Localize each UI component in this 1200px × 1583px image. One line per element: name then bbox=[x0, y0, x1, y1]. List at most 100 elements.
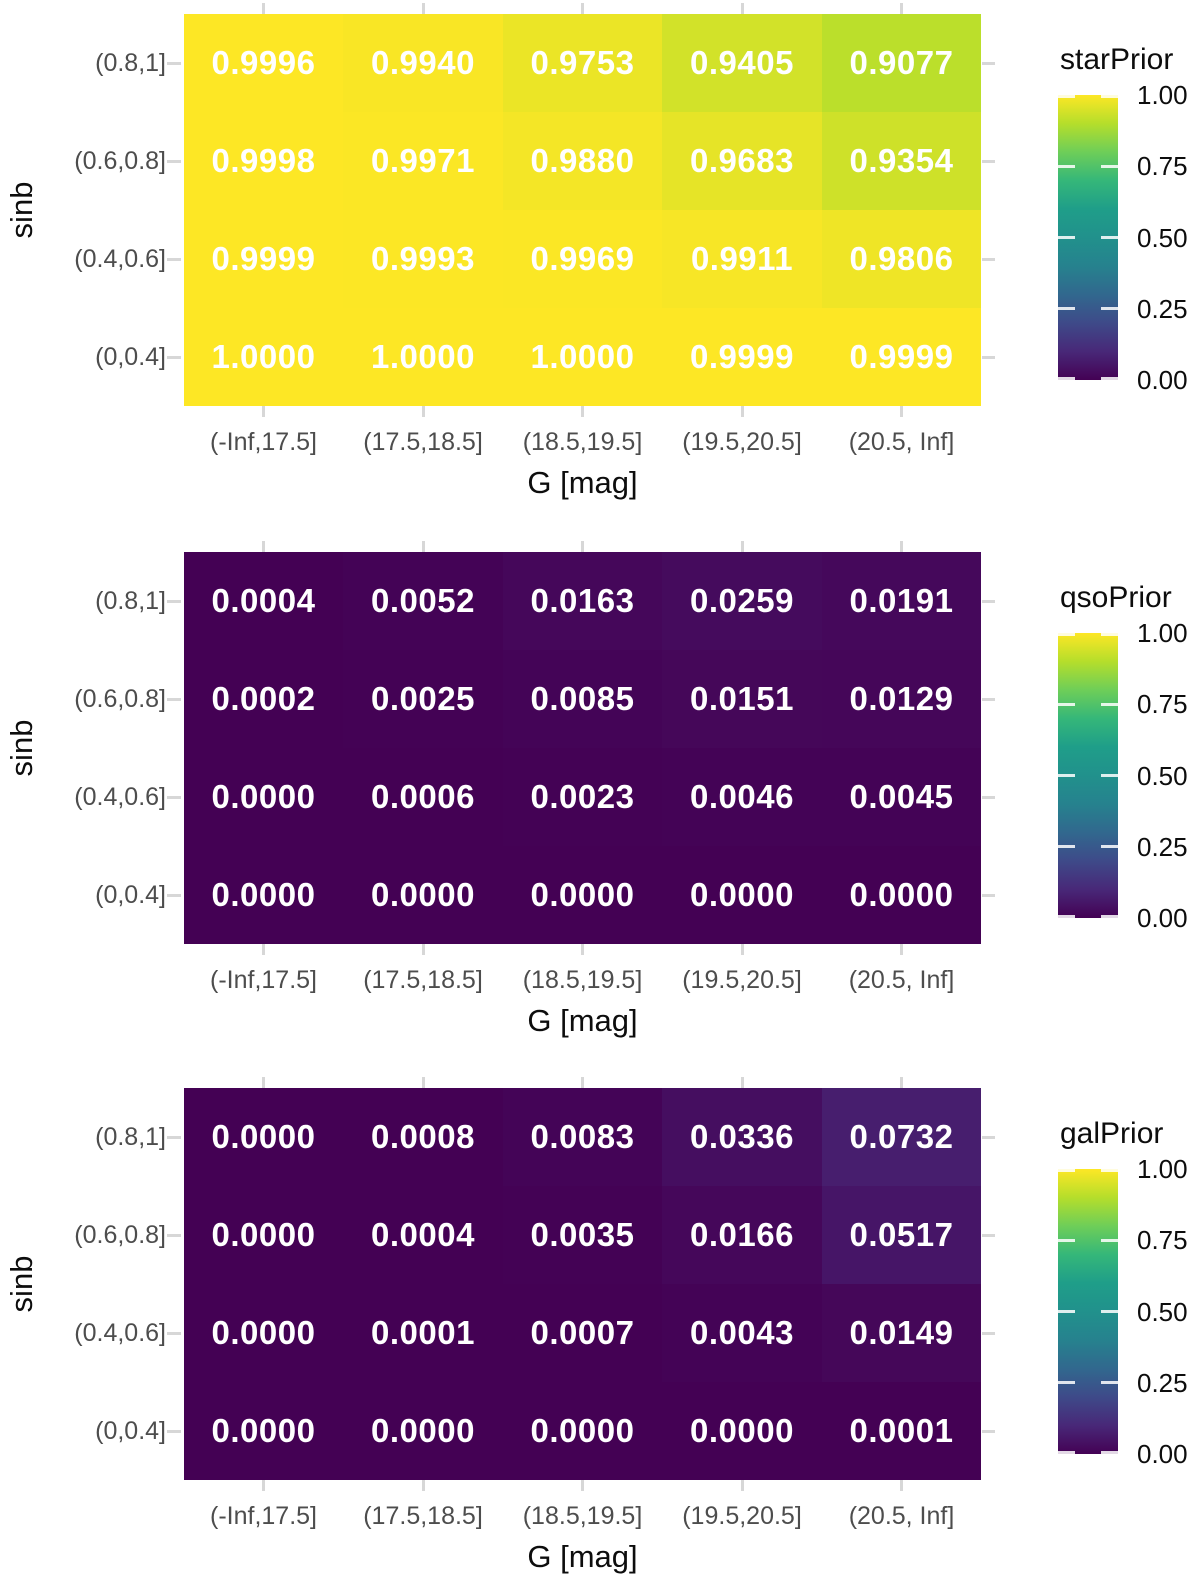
axis-tick-left bbox=[167, 1331, 181, 1335]
cell-value: 0.0517 bbox=[849, 1216, 954, 1253]
axis-tick-right bbox=[982, 795, 995, 799]
axis-tick-right bbox=[982, 355, 995, 359]
cell-value: 0.0046 bbox=[690, 778, 794, 815]
cell-value: 0.0085 bbox=[530, 680, 635, 717]
colorbar-tick bbox=[1101, 915, 1118, 918]
cell-value: 0.0000 bbox=[211, 778, 316, 815]
legend-tick-label: 1.00 bbox=[1137, 80, 1188, 110]
cell-value: 0.0045 bbox=[849, 778, 954, 815]
cell-value: 0.9971 bbox=[371, 142, 475, 179]
y-tick-label: (0.6,0.8] bbox=[74, 147, 166, 175]
cell-value: 0.0732 bbox=[849, 1118, 954, 1155]
legend-tick-label: 0.00 bbox=[1137, 1439, 1188, 1469]
heatmap-cell: 0.0000 bbox=[184, 846, 343, 944]
cell-value: 0.0129 bbox=[849, 680, 954, 717]
cell-value: 0.0023 bbox=[530, 778, 635, 815]
heatmap-cell: 0.0163 bbox=[503, 552, 662, 650]
axis-tick-left bbox=[167, 1135, 181, 1139]
colorbar-gradient bbox=[1058, 95, 1118, 380]
axis-tick-right bbox=[982, 1429, 995, 1433]
axis-tick-right bbox=[982, 257, 995, 261]
axis-tick-top bbox=[421, 541, 425, 552]
cell-value: 0.0000 bbox=[530, 876, 635, 913]
x-tick-label: (17.5,18.5] bbox=[363, 428, 483, 456]
axis-tick-left bbox=[167, 599, 181, 603]
colorbar-tick bbox=[1058, 845, 1075, 849]
x-axis-title: G [mag] bbox=[527, 465, 638, 500]
heatmap-cell: 1.0000 bbox=[184, 308, 343, 406]
heatmap-cell: 0.0000 bbox=[184, 748, 343, 846]
x-tick-label: (17.5,18.5] bbox=[363, 966, 483, 994]
colorbar-tick bbox=[1058, 1381, 1075, 1385]
heatmap-cell: 0.0259 bbox=[662, 552, 822, 650]
cell-value: 1.0000 bbox=[530, 338, 635, 375]
cell-value: 0.9998 bbox=[211, 142, 316, 179]
heatmap-cell: 1.0000 bbox=[343, 308, 503, 406]
cell-value: 0.0000 bbox=[690, 1412, 794, 1449]
cell-value: 0.0000 bbox=[211, 1314, 316, 1351]
heatmap-cell: 0.0129 bbox=[822, 650, 981, 748]
heatmap-cell: 0.0004 bbox=[343, 1186, 503, 1284]
heatmap-cell: 0.9998 bbox=[184, 112, 343, 210]
heatmap-cell: 1.0000 bbox=[503, 308, 662, 406]
y-tick-label: (0,0.4] bbox=[95, 1417, 166, 1445]
axis-tick-top bbox=[900, 1077, 903, 1088]
legend-title: galPrior bbox=[1060, 1117, 1164, 1150]
cell-value: 0.0052 bbox=[371, 582, 475, 619]
y-tick-label: (0.4,0.6] bbox=[74, 1319, 166, 1347]
colorbar-tick bbox=[1058, 377, 1075, 380]
heatmap-cell: 0.0035 bbox=[503, 1186, 662, 1284]
axis-tick-left bbox=[167, 355, 181, 359]
y-tick-label: (0.4,0.6] bbox=[74, 245, 166, 273]
colorbar-tick bbox=[1101, 774, 1118, 777]
cell-value: 0.9683 bbox=[690, 142, 794, 179]
heatmap-cell: 0.0083 bbox=[503, 1088, 662, 1186]
cell-value: 0.0000 bbox=[371, 876, 475, 913]
heatmap-cell: 0.0000 bbox=[184, 1088, 343, 1186]
cell-value: 0.0001 bbox=[371, 1314, 475, 1351]
cell-value: 0.0025 bbox=[371, 680, 475, 717]
cell-value: 0.0000 bbox=[530, 1412, 635, 1449]
cell-value: 0.9077 bbox=[849, 44, 954, 81]
legend-tick-label: 0.50 bbox=[1137, 760, 1188, 791]
heatmap-cell: 0.0000 bbox=[503, 846, 662, 944]
axis-tick-bottom bbox=[262, 1480, 265, 1491]
heatmap-panel: 0.0000 0.0008 0.0083 0.0336 0.0732 0.0000 0.00… bbox=[184, 1088, 981, 1480]
colorbar-tick bbox=[1058, 1451, 1075, 1454]
cell-value: 0.0000 bbox=[211, 1412, 316, 1449]
heatmap-cell: 0.9077 bbox=[822, 14, 981, 112]
heatmap-cell: 0.9683 bbox=[662, 112, 822, 210]
axis-tick-top bbox=[740, 3, 744, 14]
colorbar-tick bbox=[1101, 236, 1118, 239]
axis-tick-bottom bbox=[581, 944, 584, 955]
cell-value: 0.0000 bbox=[849, 876, 954, 913]
colorbar-gradient bbox=[1058, 633, 1118, 918]
heatmap-cell: 0.9405 bbox=[662, 14, 822, 112]
x-tick-label: (20.5, Inf] bbox=[848, 966, 955, 994]
heatmap-cell: 0.0085 bbox=[503, 650, 662, 748]
cell-value: 0.0166 bbox=[690, 1216, 794, 1253]
cell-value: 1.0000 bbox=[371, 338, 475, 375]
colorbar-tick bbox=[1101, 1310, 1118, 1313]
axis-tick-bottom bbox=[581, 1480, 584, 1491]
cell-value: 0.9999 bbox=[849, 338, 954, 375]
axis-tick-top bbox=[262, 3, 265, 14]
heatmap-cell: 0.0191 bbox=[822, 552, 981, 650]
heatmap-cell: 0.0023 bbox=[503, 748, 662, 846]
cell-value: 0.9354 bbox=[849, 142, 954, 179]
heatmap-cell: 0.0045 bbox=[822, 748, 981, 846]
cell-value: 0.0336 bbox=[690, 1118, 794, 1155]
heatmap-cell: 0.0000 bbox=[184, 1186, 343, 1284]
axis-tick-right bbox=[982, 1331, 995, 1335]
axis-tick-left bbox=[167, 257, 181, 261]
axis-tick-bottom bbox=[421, 406, 425, 417]
heatmap-cell: 0.0000 bbox=[662, 1382, 822, 1480]
x-tick-label: (19.5,20.5] bbox=[682, 1502, 802, 1530]
heatmap-cell: 0.0006 bbox=[343, 748, 503, 846]
heatmap-panel: 0.0004 0.0052 0.0163 0.0259 0.0191 0.0002 0.00… bbox=[184, 552, 981, 944]
x-tick-label: (18.5,19.5] bbox=[522, 1502, 643, 1530]
x-axis-title: G [mag] bbox=[527, 1539, 638, 1574]
heatmap-starprior: sinb 0.9996 0.9940 0.9753 0.9405 0.9077 0.999… bbox=[0, 3, 1200, 499]
legend-tick-label: 1.00 bbox=[1137, 1154, 1188, 1184]
